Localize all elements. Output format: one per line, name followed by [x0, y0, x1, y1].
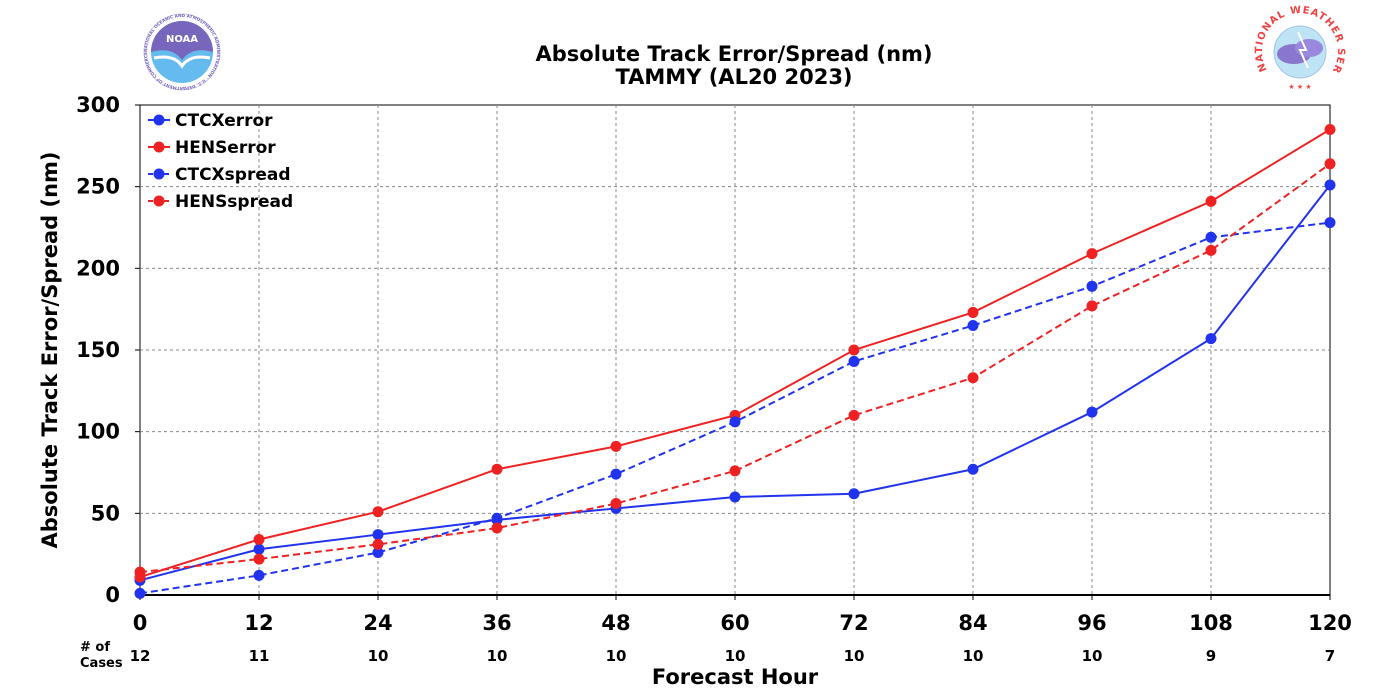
svg-text:★ ★ ★: ★ ★ ★ [1288, 83, 1311, 91]
y-tick-label: 250 [76, 175, 120, 199]
data-point-ctcxerror [1086, 406, 1098, 418]
data-point-henserror [610, 440, 622, 452]
data-point-hensspread [610, 498, 622, 510]
data-point-hensspread [1086, 300, 1098, 312]
cases-header-line1: # of [80, 640, 110, 655]
x-tick-label: 96 [1077, 611, 1106, 635]
y-tick-label: 0 [105, 583, 120, 607]
data-point-henserror [848, 344, 860, 356]
x-tick-label: 108 [1189, 611, 1233, 635]
x-tick-label: 48 [601, 611, 630, 635]
y-tick-label: 100 [76, 420, 120, 444]
data-point-ctcxspread [372, 547, 384, 559]
y-tick-label: 300 [76, 93, 120, 117]
cases-count: 10 [963, 647, 984, 665]
cases-count: 10 [844, 647, 865, 665]
x-tick-label: 0 [133, 611, 148, 635]
cases-count: 10 [606, 647, 627, 665]
cases-count: 9 [1206, 647, 1216, 665]
data-point-ctcxerror [372, 529, 384, 541]
y-tick-label: 150 [76, 338, 120, 362]
data-point-ctcxerror [1324, 179, 1336, 191]
cases-header: # of Cases [80, 640, 123, 671]
data-point-ctcxspread [1324, 217, 1336, 229]
noaa-logo-text: NOAA [166, 34, 198, 45]
y-axis-label: Absolute Track Error/Spread (nm) [38, 151, 62, 548]
cases-count: 10 [368, 647, 389, 665]
data-point-ctcxspread [848, 355, 860, 367]
chart-subtitle: TAMMY (AL20 2023) [615, 65, 852, 89]
series-line-hensspread [139, 162, 1331, 574]
cases-count: 11 [249, 647, 270, 665]
cases-count: 7 [1325, 647, 1335, 665]
data-point-ctcxerror [1205, 333, 1217, 345]
data-point-hensspread [372, 538, 384, 550]
data-point-henserror [1324, 124, 1336, 135]
cases-count: 10 [1082, 647, 1103, 665]
data-point-ctcxspread [491, 512, 503, 524]
x-tick-label: 84 [958, 611, 987, 635]
legend-marker [153, 114, 165, 126]
legend-marker [153, 168, 165, 180]
cases-count: 10 [725, 647, 746, 665]
data-point-ctcxspread [729, 416, 741, 428]
nws-logo: NATIONAL WEATHER SERVICE ★ ★ ★ [1254, 5, 1345, 91]
data-point-ctcxspread [610, 468, 622, 480]
data-point-ctcxerror [729, 491, 741, 503]
data-point-hensspread [967, 372, 979, 384]
data-point-hensspread [491, 522, 503, 534]
data-point-ctcxspread [253, 569, 265, 581]
x-tick-label: 24 [363, 611, 392, 635]
data-point-ctcxerror [848, 488, 860, 500]
x-tick-label: 36 [482, 611, 511, 635]
data-point-hensspread [1205, 244, 1217, 256]
data-point-hensspread [134, 566, 146, 578]
data-point-henserror [491, 463, 503, 475]
data-point-ctcxspread [134, 587, 146, 599]
data-point-hensspread [253, 553, 265, 565]
data-point-henserror [1086, 248, 1098, 260]
cases-count: 10 [487, 647, 508, 665]
legend-marker [153, 141, 165, 153]
noaa-logo: NOAA NATIONAL OCEANIC AND ATMOSPHERIC AD… [143, 13, 221, 91]
data-point-henserror [967, 306, 979, 318]
data-point-ctcxspread [1086, 280, 1098, 292]
x-tick-label: 120 [1308, 611, 1352, 635]
data-point-henserror [253, 533, 265, 545]
plot-area: 0 12 12 11 24 10 36 10 48 10 60 10 72 10 84 10 96 10 108 9 1… [76, 93, 1352, 665]
data-point-hensspread [729, 465, 741, 477]
x-tick-label: 60 [720, 611, 749, 635]
data-point-hensspread [848, 409, 860, 421]
legend-label: CTCXspread [175, 165, 291, 185]
legend-label: CTCXerror [175, 111, 273, 131]
cases-count: 12 [130, 647, 151, 665]
chart-title: Absolute Track Error/Spread (nm) [535, 42, 932, 66]
data-point-ctcxspread [1205, 231, 1217, 243]
legend-marker [153, 195, 165, 207]
data-point-ctcxspread [967, 320, 979, 331]
y-tick-label: 50 [91, 501, 120, 525]
data-point-ctcxerror [967, 463, 979, 475]
x-axis-label: Forecast Hour [652, 665, 819, 689]
x-tick-label: 72 [839, 611, 868, 635]
cases-header-line2: Cases [80, 656, 123, 671]
data-point-henserror [372, 506, 384, 518]
legend-label: HENSspread [175, 192, 293, 212]
legend-label: HENSerror [175, 138, 276, 158]
data-point-ctcxerror [253, 543, 265, 555]
x-tick-label: 12 [244, 611, 273, 635]
data-point-hensspread [1324, 158, 1336, 170]
data-point-henserror [1205, 195, 1217, 207]
y-tick-label: 200 [76, 256, 120, 280]
